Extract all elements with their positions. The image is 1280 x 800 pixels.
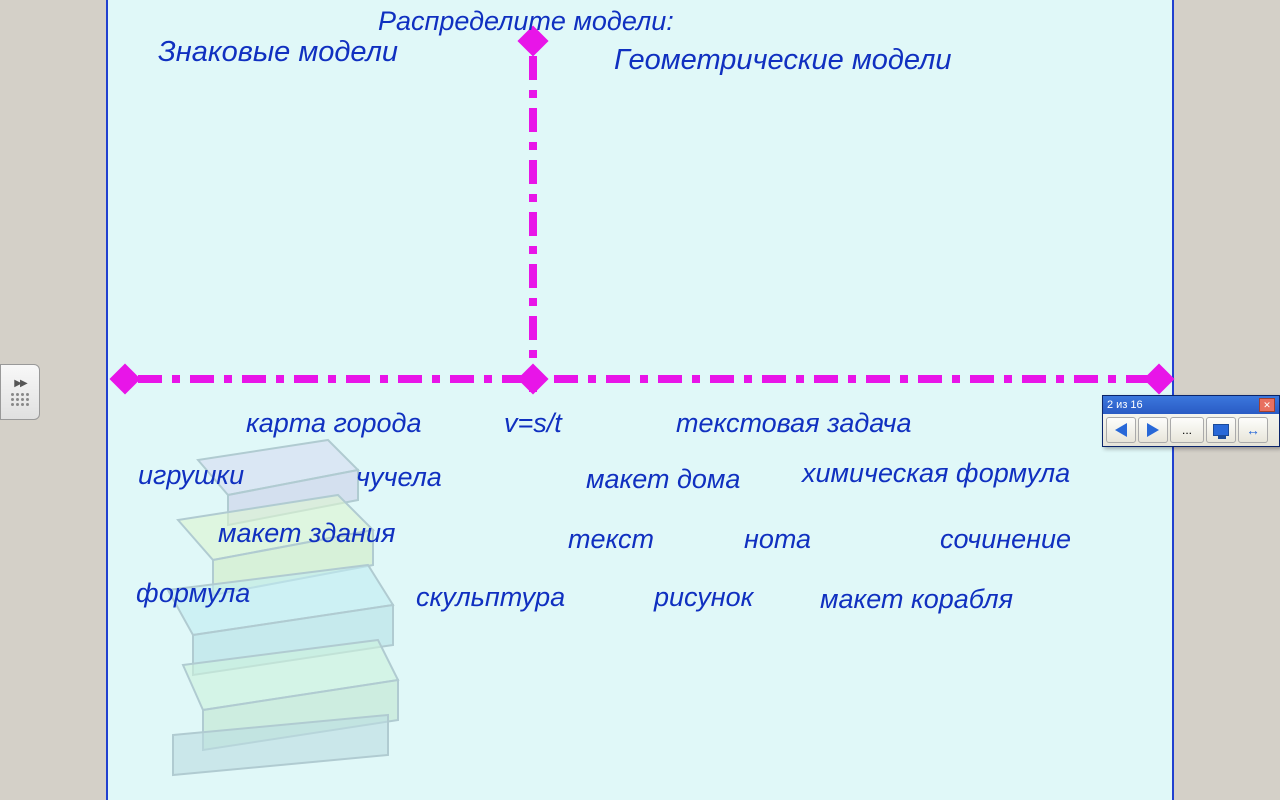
close-button[interactable]: ✕ (1259, 398, 1275, 412)
draggable-item[interactable]: нота (744, 524, 811, 555)
nav-titlebar[interactable]: 2 из 16 ✕ (1103, 396, 1279, 414)
next-button[interactable] (1138, 417, 1168, 443)
prev-button[interactable] (1106, 417, 1136, 443)
draggable-item[interactable]: скульптура (416, 582, 565, 613)
page-counter: 2 из 16 (1107, 399, 1143, 411)
draggable-item[interactable]: сочинение (940, 524, 1071, 555)
resize-icon: ↔ (1246, 422, 1260, 438)
divider-endpoint-icon (109, 363, 140, 394)
category-label: Геометрические модели (614, 44, 952, 77)
draggable-item[interactable]: v=s/t (504, 408, 562, 439)
draggable-item[interactable]: формула (136, 578, 250, 609)
draggable-item[interactable]: макет корабля (820, 584, 1013, 615)
slide-canvas: Распределите модели: Знаковые модели Геом… (106, 0, 1174, 800)
menu-button[interactable]: ... (1170, 417, 1204, 443)
draggable-item[interactable]: макет здания (218, 518, 395, 549)
fullscreen-button[interactable] (1206, 417, 1236, 443)
draggable-item[interactable]: химическая формула (802, 458, 1070, 489)
slide-title: Распределите модели: (378, 6, 674, 37)
draggable-item[interactable]: чучела (356, 462, 442, 493)
chevron-right-icon: ▶▶ (14, 378, 25, 389)
arrow-right-icon (1147, 423, 1159, 437)
grip-dots-icon (11, 393, 29, 406)
sidebar-expand-tab[interactable]: ▶▶ (0, 364, 40, 420)
arrow-left-icon (1115, 423, 1127, 437)
divider-endpoint-icon (1143, 363, 1174, 394)
draggable-item[interactable]: игрушки (138, 460, 244, 491)
category-label: Знаковые модели (158, 36, 398, 69)
resize-button[interactable]: ↔ (1238, 417, 1268, 443)
draggable-item[interactable]: макет дома (586, 464, 740, 495)
monitor-icon (1213, 424, 1229, 436)
draggable-item[interactable]: текстовая задача (676, 408, 912, 439)
draggable-item[interactable]: карта города (246, 408, 422, 439)
draggable-item[interactable]: текст (568, 524, 654, 555)
navigation-toolbar[interactable]: 2 из 16 ✕ ... ↔ (1102, 395, 1280, 447)
divider-endpoint-icon (517, 363, 548, 394)
draggable-item[interactable]: рисунок (654, 582, 753, 613)
